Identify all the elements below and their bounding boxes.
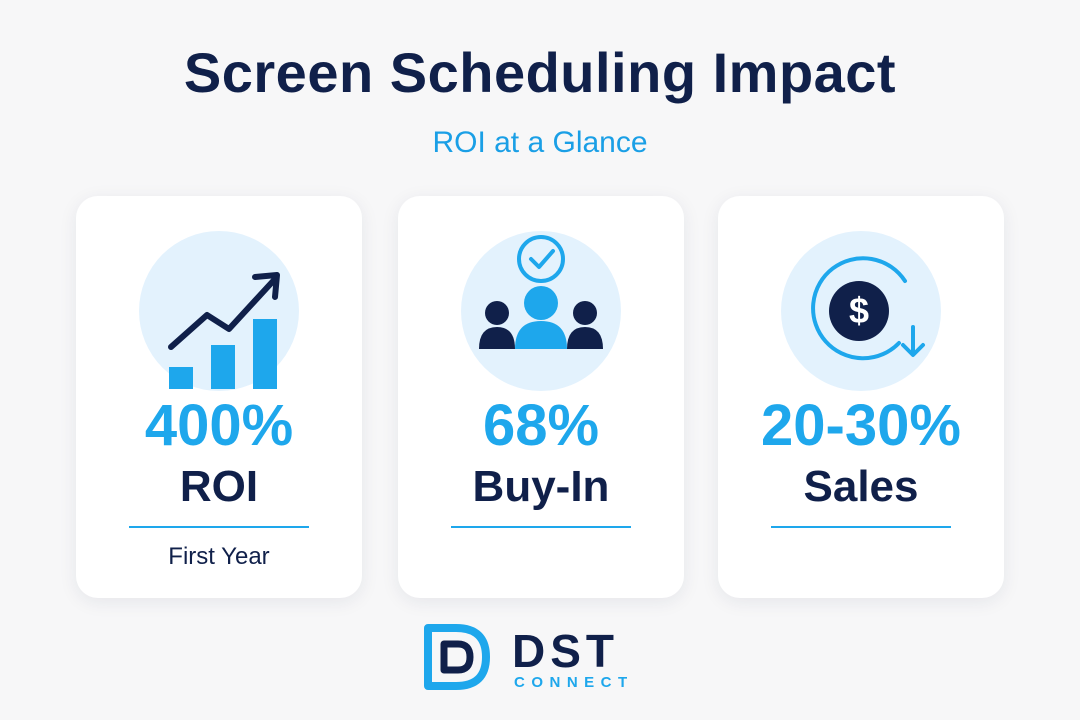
card-value: 20-30% bbox=[761, 393, 961, 458]
page-subtitle: ROI at a Glance bbox=[432, 126, 648, 159]
team-check-icon bbox=[461, 231, 621, 391]
card-note: First Year bbox=[168, 543, 270, 570]
page-title: Screen Scheduling Impact bbox=[183, 41, 897, 104]
card-value: 68% bbox=[482, 393, 600, 458]
card-divider bbox=[129, 526, 309, 528]
logo-wordmark: DST bbox=[512, 625, 619, 677]
card-metric: Buy-In bbox=[472, 462, 610, 511]
growth-chart-icon bbox=[139, 231, 299, 391]
card-metric: Sales bbox=[803, 462, 919, 511]
card-divider bbox=[451, 526, 631, 528]
card-roi: 400% ROI First Year bbox=[76, 196, 362, 598]
dollar-down-icon: $ bbox=[781, 231, 941, 391]
logo-tagline: CONNECT bbox=[514, 674, 634, 691]
card-buy-in: 68% Buy-In bbox=[398, 196, 684, 598]
card-value: 400% bbox=[144, 393, 294, 458]
svg-text:$: $ bbox=[849, 290, 869, 331]
card-metric: ROI bbox=[179, 462, 259, 511]
card-divider bbox=[771, 526, 951, 528]
dst-logo-icon bbox=[424, 624, 490, 690]
company-logo: DST CONNECT bbox=[424, 624, 664, 691]
card-sales: $ 20-30% Sales bbox=[718, 196, 1004, 598]
